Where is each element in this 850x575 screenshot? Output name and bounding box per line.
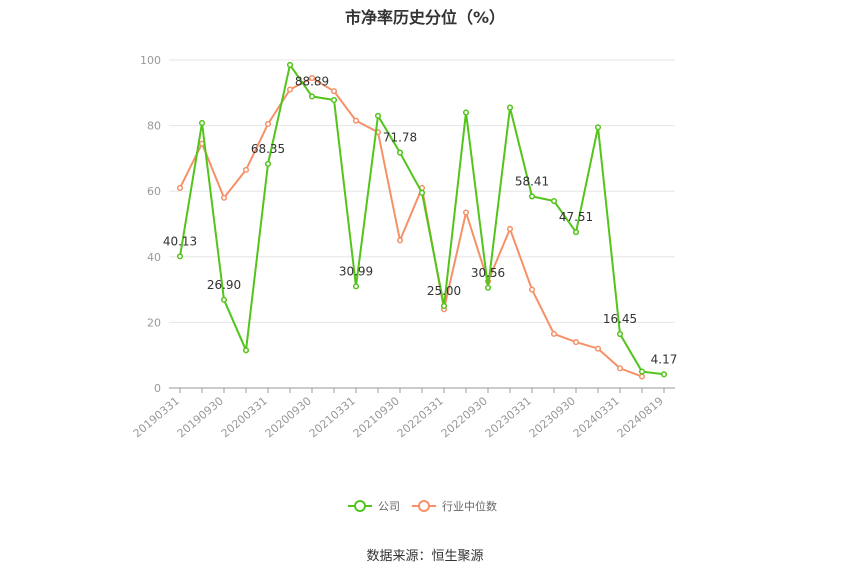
data-point (220, 194, 228, 201)
data-label: 30.99 (339, 264, 373, 278)
data-label: 30.56 (471, 266, 505, 280)
data-point (308, 74, 316, 82)
data-point (594, 345, 602, 352)
legend-marker (418, 500, 430, 512)
data-point (418, 189, 426, 196)
x-tick-label: 20220331 (395, 394, 446, 440)
data-point (352, 283, 360, 290)
data-point (286, 61, 294, 68)
data-label: 71.78 (383, 131, 417, 145)
data-point (176, 253, 184, 260)
series-line-industry (179, 76, 643, 378)
data-point (330, 88, 338, 95)
data-point (440, 302, 448, 310)
legend-marker (354, 500, 366, 512)
data-point (176, 184, 184, 191)
data-point (330, 96, 338, 104)
data-point (242, 347, 250, 354)
x-tick-label: 20190930 (175, 394, 226, 440)
y-tick-label: 100 (140, 54, 161, 67)
data-label: 47.51 (559, 210, 593, 224)
y-tick-label: 20 (147, 316, 161, 329)
data-point (242, 166, 250, 173)
data-point (550, 197, 558, 205)
data-point (572, 229, 580, 236)
legend-item-industry[interactable]: 行业中位数 (412, 499, 497, 513)
data-label: 88.89 (295, 74, 329, 88)
data-point (198, 119, 206, 127)
x-tick-label: 20200930 (263, 394, 314, 440)
data-label: 25.00 (427, 284, 461, 298)
data-label: 40.13 (163, 234, 197, 248)
data-point (638, 373, 646, 380)
data-label: 68.35 (251, 142, 285, 156)
data-point (308, 93, 316, 100)
data-point (550, 330, 558, 337)
data-point (660, 371, 668, 378)
data-point (484, 284, 492, 291)
data-point (220, 296, 228, 303)
data-label: 16.45 (603, 312, 637, 326)
x-tick-label: 20190331 (131, 394, 182, 440)
data-point (506, 225, 514, 232)
x-tick-label: 20240819 (615, 394, 666, 440)
y-tick-label: 40 (147, 251, 161, 264)
data-point (264, 160, 272, 167)
legend-label: 行业中位数 (442, 499, 497, 513)
data-point (396, 149, 404, 156)
x-tick-label: 20200331 (219, 394, 270, 440)
data-point (396, 237, 404, 244)
data-label: 58.41 (515, 174, 549, 188)
data-point (462, 109, 470, 116)
x-tick-label: 20240331 (571, 394, 622, 440)
data-point (616, 330, 624, 338)
legend-label: 公司 (378, 500, 400, 513)
data-point (352, 117, 360, 124)
data-point (594, 124, 602, 131)
legend-item-company[interactable]: 公司 (348, 500, 400, 513)
data-point (616, 365, 624, 372)
data-point (506, 104, 514, 111)
data-label: 26.90 (207, 278, 241, 292)
y-tick-label: 60 (147, 185, 161, 198)
x-tick-label: 20230331 (483, 394, 534, 440)
data-point (264, 120, 272, 128)
data-label: 4.17 (651, 352, 678, 366)
x-tick-label: 20210331 (307, 394, 358, 440)
x-tick-label: 20230930 (527, 394, 578, 440)
data-point (286, 86, 294, 93)
data-point (528, 286, 536, 293)
data-point (572, 339, 580, 346)
data-point (374, 112, 382, 119)
data-point (638, 368, 646, 375)
x-tick-label: 20210930 (351, 394, 402, 440)
x-tick-label: 20220930 (439, 394, 490, 440)
data-point (462, 209, 470, 216)
chart-title: 市净率历史分位（%） (344, 8, 506, 27)
data-point (528, 193, 536, 200)
source-note: 数据来源：恒生聚源 (366, 549, 484, 564)
y-tick-label: 0 (154, 382, 161, 395)
y-tick-label: 80 (147, 120, 161, 133)
